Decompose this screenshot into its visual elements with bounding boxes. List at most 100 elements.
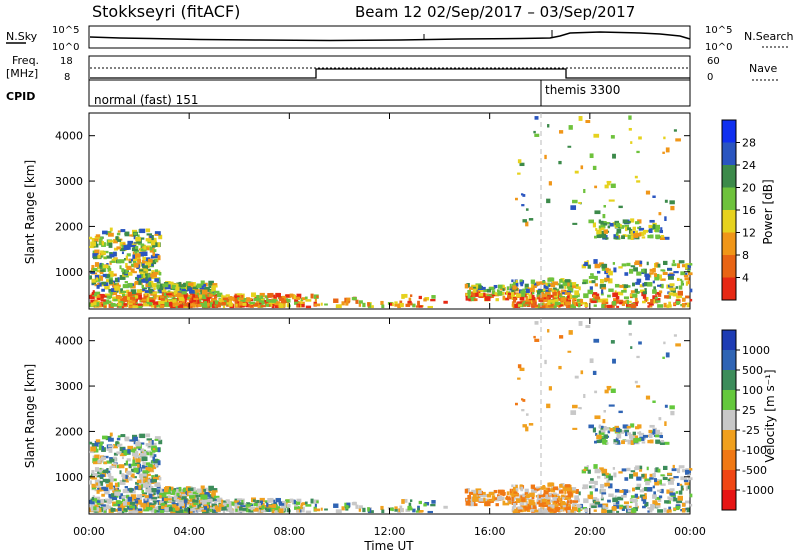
power-cell xyxy=(555,290,558,293)
power-cell xyxy=(627,227,632,231)
velocity-cell xyxy=(124,463,127,466)
velocity-cell xyxy=(579,504,582,508)
power-cell xyxy=(289,293,294,298)
power-cell xyxy=(399,300,403,305)
velocity-cell xyxy=(633,438,639,443)
velocity-cell xyxy=(540,497,544,500)
colorbar-swatch xyxy=(722,450,736,471)
power-cell xyxy=(211,285,218,288)
power-cell xyxy=(120,288,123,293)
power-cell xyxy=(249,301,255,305)
velocity-cell xyxy=(204,487,208,492)
velocity-cell xyxy=(542,485,546,489)
power-cell xyxy=(472,291,476,297)
nsky-label: N.Sky xyxy=(6,30,38,43)
power-cell xyxy=(134,292,140,296)
velocity-cell xyxy=(118,509,122,513)
power-cell xyxy=(142,261,148,264)
velocity-cell xyxy=(592,497,598,502)
power-cell xyxy=(568,282,573,286)
power-cell xyxy=(139,271,143,275)
velocity-cell xyxy=(97,500,101,504)
velocity-cell xyxy=(102,435,108,440)
velocity-cell xyxy=(333,503,339,508)
power-cell xyxy=(196,283,202,288)
velocity-cell xyxy=(159,492,164,496)
velocity-cell xyxy=(564,489,567,494)
power-cell xyxy=(660,227,663,231)
power-cell xyxy=(599,279,604,284)
velocity-cell xyxy=(293,499,296,505)
velocity-cell xyxy=(399,507,404,513)
power-cell xyxy=(604,305,608,308)
velocity-cell xyxy=(112,478,117,482)
power-cell xyxy=(685,263,689,267)
velocity-cell xyxy=(143,509,149,512)
power-cell xyxy=(97,282,100,285)
power-cell xyxy=(391,302,394,307)
velocity-cell xyxy=(133,467,139,473)
power-cell xyxy=(183,298,187,303)
power-cell xyxy=(608,270,613,276)
power-cell xyxy=(621,300,627,304)
power-cell xyxy=(106,265,111,270)
velocity-cell xyxy=(209,507,214,511)
velocity-cell xyxy=(608,404,615,407)
power-cell xyxy=(525,221,529,227)
ytick-label: 1000 xyxy=(55,471,83,484)
velocity-cell xyxy=(615,501,620,505)
power-cell xyxy=(478,288,484,293)
velocity-cell xyxy=(553,492,557,495)
power-cell xyxy=(517,302,524,306)
power-cell xyxy=(512,305,516,309)
power-cell xyxy=(660,278,666,281)
power-cell xyxy=(133,234,136,240)
velocity-cell xyxy=(552,486,559,491)
velocity-cell xyxy=(672,464,675,469)
power-cell xyxy=(553,305,557,308)
power-cell xyxy=(653,286,656,291)
velocity-cell xyxy=(557,495,561,500)
power-cell xyxy=(676,263,681,269)
velocity-cell xyxy=(282,506,285,512)
velocity-cell xyxy=(517,507,524,511)
power-cell xyxy=(119,274,126,280)
power-cell xyxy=(141,260,145,264)
velocity-cell xyxy=(137,464,140,468)
velocity-cell xyxy=(275,498,281,503)
power-cell xyxy=(136,289,143,293)
velocity-cell xyxy=(123,501,127,506)
power-cell xyxy=(399,302,404,308)
power-cell xyxy=(582,279,589,284)
power-cell xyxy=(161,299,167,304)
velocity-cell xyxy=(138,496,142,500)
power-cell xyxy=(509,283,512,289)
velocity-cell xyxy=(104,490,110,495)
velocity-cell xyxy=(223,503,230,509)
power-cell xyxy=(358,303,362,307)
velocity-cell xyxy=(543,489,549,495)
velocity-cell xyxy=(606,479,610,485)
power-cell xyxy=(305,305,312,309)
power-cell xyxy=(596,229,602,235)
power-cell xyxy=(633,267,638,272)
power-cell xyxy=(102,273,107,278)
velocity-cell xyxy=(582,487,587,490)
velocity-cell xyxy=(149,451,153,456)
power-cell xyxy=(633,233,639,238)
power-cell xyxy=(94,283,98,287)
velocity-cell xyxy=(470,502,475,507)
velocity-cell xyxy=(189,503,193,506)
velocity-cell xyxy=(226,504,229,508)
velocity-cell xyxy=(358,505,363,509)
xtick-label: 00:00 xyxy=(674,525,706,538)
power-cell xyxy=(607,304,613,308)
velocity-cell xyxy=(148,493,153,499)
power-cell xyxy=(601,302,607,306)
velocity-cell xyxy=(300,508,305,513)
power-cell xyxy=(636,232,642,237)
power-cell xyxy=(646,261,649,266)
power-cell xyxy=(650,298,654,303)
velocity-cell xyxy=(234,505,238,509)
power-cell xyxy=(574,290,580,296)
